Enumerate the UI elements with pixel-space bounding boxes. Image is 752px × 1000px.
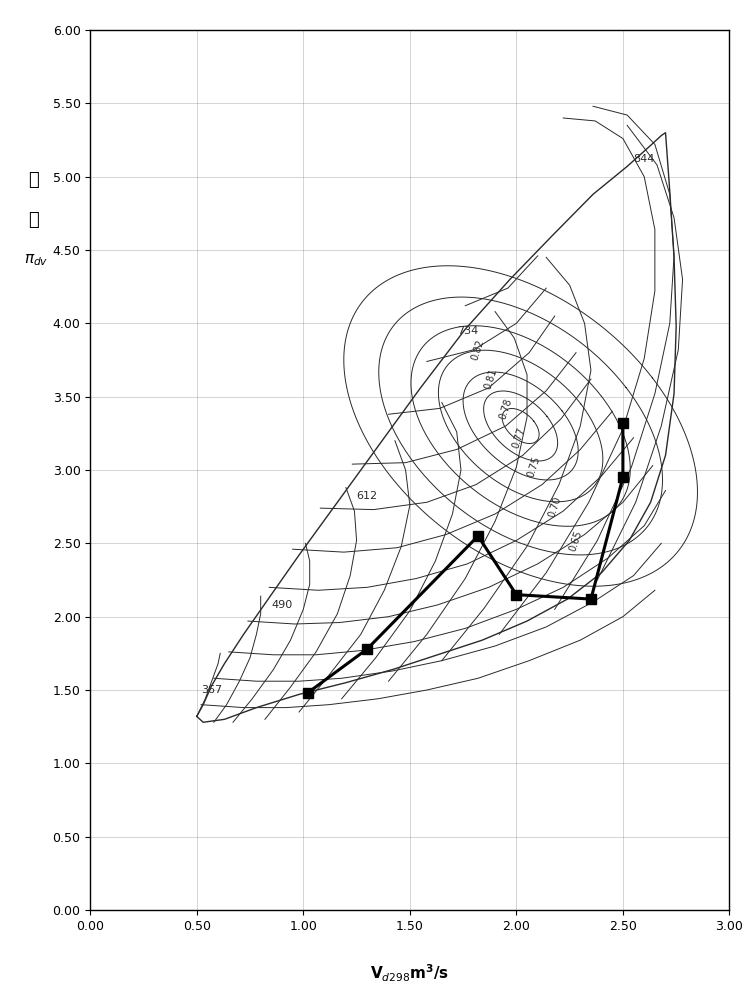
Text: 0.65: 0.65 — [568, 529, 584, 552]
Text: 0.70: 0.70 — [547, 495, 562, 518]
Text: $\mathbf{V}_{d298}$$\mathbf{m^3/s}$: $\mathbf{V}_{d298}$$\mathbf{m^3/s}$ — [370, 963, 450, 984]
Text: 734: 734 — [456, 326, 478, 336]
Text: $\pi_{dv}$: $\pi_{dv}$ — [24, 252, 48, 268]
Text: 0.81: 0.81 — [483, 367, 499, 391]
Text: 比: 比 — [29, 211, 39, 229]
Text: 0.75: 0.75 — [526, 455, 541, 479]
Text: 844: 844 — [633, 154, 655, 164]
Text: 0.77: 0.77 — [511, 426, 526, 450]
Text: 367: 367 — [201, 685, 222, 695]
Text: 0.78: 0.78 — [498, 397, 514, 420]
Text: 612: 612 — [356, 491, 378, 501]
Text: 0.82: 0.82 — [470, 338, 486, 362]
Text: 490: 490 — [271, 600, 293, 610]
Text: 压: 压 — [29, 171, 39, 189]
